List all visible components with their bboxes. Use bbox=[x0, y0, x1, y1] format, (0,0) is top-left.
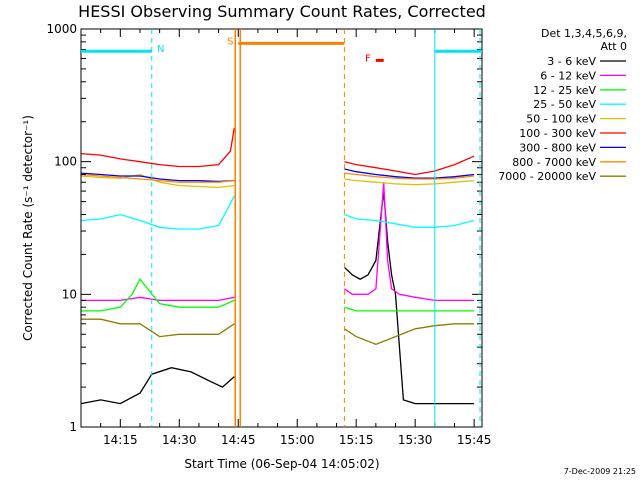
x-tick-label: 15:45 bbox=[457, 433, 492, 447]
y-axis-label: Corrected Count Rate (s⁻¹ detector⁻¹) bbox=[21, 115, 35, 341]
marker-label: F bbox=[365, 53, 371, 64]
footer-date: 7-Dec-2009 21:25 bbox=[564, 467, 636, 476]
series-line bbox=[80, 127, 235, 168]
series-line bbox=[344, 213, 475, 228]
series-line bbox=[344, 323, 475, 345]
time-markers: N S F bbox=[81, 29, 482, 427]
series-line bbox=[80, 173, 235, 189]
series-line bbox=[80, 173, 235, 183]
series-line bbox=[344, 178, 475, 186]
x-tick-label: 14:45 bbox=[221, 433, 256, 447]
x-tick-label: 15:30 bbox=[398, 433, 433, 447]
series-line bbox=[344, 306, 475, 312]
y-tick-label: 1 bbox=[69, 420, 77, 434]
series-line bbox=[80, 172, 235, 183]
plot-area bbox=[80, 127, 475, 405]
series-line bbox=[344, 172, 475, 180]
plot-frame bbox=[80, 28, 483, 428]
x-tick-label: 15:15 bbox=[339, 433, 374, 447]
series-line bbox=[344, 168, 475, 179]
x-axis: 14:15 14:30 14:45 15:00 15:15 15:30 15:45 bbox=[80, 29, 492, 447]
legend-header-line-1: Det 1,3,4,5,6,9, bbox=[541, 27, 627, 40]
series-line bbox=[81, 296, 235, 302]
x-tick-label: 15:00 bbox=[280, 433, 315, 447]
y-tick-label: 100 bbox=[54, 155, 77, 169]
series-line bbox=[344, 182, 475, 302]
series-line bbox=[343, 191, 475, 405]
marker-label: S bbox=[227, 36, 233, 47]
x-axis-label: Start Time (06-Sep-04 14:05:02) bbox=[184, 457, 379, 471]
legend-label: 100 - 300 keV bbox=[519, 127, 596, 140]
legend-label: 3 - 6 keV bbox=[547, 55, 596, 68]
series-line bbox=[81, 278, 235, 312]
x-tick-label: 14:30 bbox=[162, 433, 197, 447]
x-tick-label: 14:15 bbox=[103, 433, 138, 447]
legend-header-line-2: Att 0 bbox=[601, 40, 627, 53]
legend-label: 300 - 800 keV bbox=[519, 141, 596, 154]
legend-label: 12 - 25 keV bbox=[533, 84, 596, 97]
legend-label: 7000 - 20000 keV bbox=[498, 170, 596, 183]
legend-label: 6 - 12 keV bbox=[540, 69, 596, 82]
series-line bbox=[80, 195, 235, 230]
legend-label: 800 - 7000 keV bbox=[512, 156, 596, 169]
chart-title: HESSI Observing Summary Count Rates, Cor… bbox=[78, 2, 486, 21]
series-line bbox=[81, 318, 235, 338]
legend-label: 25 - 50 keV bbox=[533, 98, 596, 111]
y-tick-label: 1000 bbox=[46, 22, 77, 36]
series-line bbox=[344, 155, 475, 176]
y-tick-label: 10 bbox=[62, 287, 77, 301]
series-line bbox=[80, 367, 235, 405]
y-axis: 1 10 100 1000 bbox=[46, 22, 482, 434]
marker-label: N bbox=[157, 44, 164, 55]
legend-label: 50 - 100 keV bbox=[526, 113, 596, 126]
